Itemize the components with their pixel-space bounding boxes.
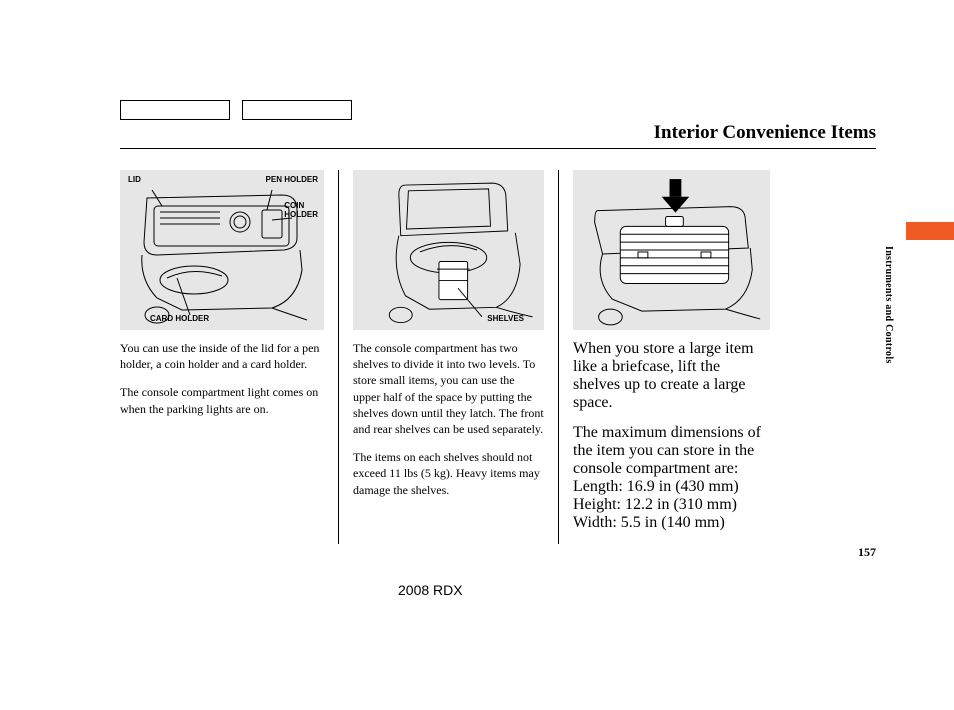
figure-console-shelves: SHELVES [353,170,544,330]
dim-height: Height: 12.2 in (310 mm) [573,496,770,514]
manual-page: Interior Convenience Items Instruments a… [0,0,954,710]
model-year: 2008 RDX [398,582,463,598]
col1-para-1: You can use the inside of the lid for a … [120,340,324,372]
top-boxes [120,100,352,120]
console-lid-illustration [120,170,324,330]
figure-console-lid: LID PEN HOLDER COIN HOLDER CARD HOLDER [120,170,324,330]
column-2: SHELVES The console compartment has two … [338,170,558,544]
column-1: LID PEN HOLDER COIN HOLDER CARD HOLDER Y… [120,170,338,544]
label-pen-holder: PEN HOLDER [266,176,318,185]
console-briefcase-illustration [573,170,770,330]
col3-para-2: The maximum dimensions of the item you c… [573,424,770,478]
col3-para-1: When you store a large item like a brief… [573,340,770,412]
console-shelves-illustration [353,170,544,330]
col1-para-2: The console compartment light comes on w… [120,384,324,416]
title-rule [120,148,876,149]
figure-console-briefcase [573,170,770,330]
top-box-1 [120,100,230,120]
col3-dimensions: The maximum dimensions of the item you c… [573,424,770,532]
label-shelves: SHELVES [487,315,524,324]
dim-length: Length: 16.9 in (430 mm) [573,478,770,496]
col2-para-1: The console compartment has two shelves … [353,340,544,437]
section-tab [906,222,954,240]
column-3: When you store a large item like a brief… [558,170,770,544]
page-title: Interior Convenience Items [654,122,876,144]
col2-para-2: The items on each shelves should not exc… [353,449,544,498]
dim-width: Width: 5.5 in (140 mm) [573,514,770,532]
label-lid: LID [128,176,141,185]
label-coin-holder: COIN HOLDER [284,202,318,220]
content-columns: LID PEN HOLDER COIN HOLDER CARD HOLDER Y… [120,170,770,544]
page-number: 157 [858,545,876,560]
section-side-label: Instruments and Controls [883,246,894,364]
top-box-2 [242,100,352,120]
label-card-holder: CARD HOLDER [150,315,209,324]
